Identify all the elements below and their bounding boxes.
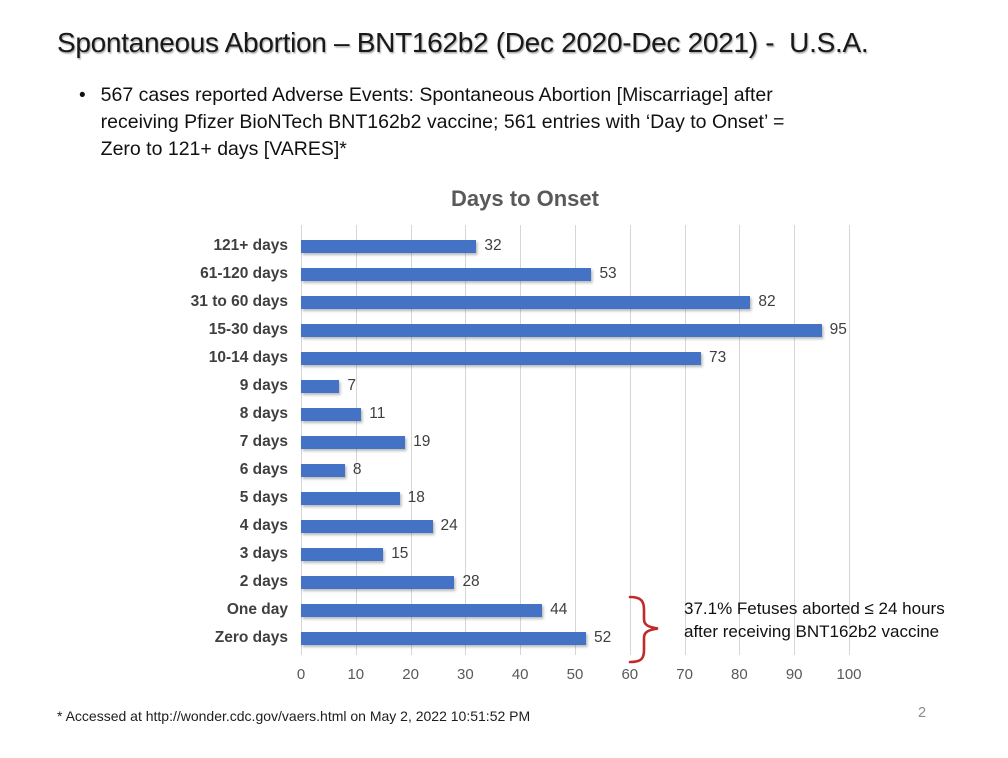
x-axis-tick-label: 100	[836, 666, 862, 683]
bar-value-label: 52	[593, 629, 612, 646]
category-label: 121+ days	[213, 237, 288, 254]
x-axis-tick-label: 20	[402, 666, 419, 683]
x-axis-tick-label: 50	[566, 666, 584, 683]
category-label: 2 days	[239, 573, 288, 590]
bar-value-label: 15	[391, 545, 409, 562]
category-label: 15-30 days	[208, 321, 288, 338]
category-label: 61-120 days	[200, 265, 288, 282]
category-label: 4 days	[239, 517, 288, 534]
chart-gridline	[520, 225, 522, 655]
bar-value-label: 82	[758, 293, 776, 310]
bar	[301, 267, 592, 281]
category-label: 31 to 60 days	[190, 293, 288, 310]
category-label: 6 days	[239, 461, 288, 478]
bar-value-label: 44	[550, 601, 568, 618]
chart-gridline	[410, 225, 412, 655]
category-label: 10-14 days	[208, 349, 288, 366]
bar	[301, 547, 384, 561]
bar-value-label: 95	[829, 321, 847, 338]
bar-value-label: 24	[440, 517, 458, 534]
bar	[301, 575, 455, 589]
bullet-item: • 567 cases reported Adverse Events: Spo…	[79, 82, 939, 163]
bar	[301, 295, 751, 309]
bar-value-label: 28	[462, 573, 480, 590]
bar-value-label: 7	[347, 377, 356, 394]
bar-value-label: 18	[407, 489, 425, 506]
x-axis-tick-label: 30	[457, 666, 474, 683]
bar	[301, 323, 822, 337]
category-label: 9 days	[239, 377, 288, 394]
x-axis-tick-label: 90	[785, 666, 803, 683]
bar	[301, 407, 362, 421]
bar	[301, 463, 345, 477]
bar	[301, 379, 340, 393]
slide-title: Spontaneous Abortion – BNT162b2 (Dec 202…	[57, 27, 869, 58]
x-axis-tick-label: 40	[511, 666, 529, 683]
bar-value-label: 19	[413, 433, 431, 450]
x-axis-tick-label: 10	[347, 666, 365, 683]
bar-value-label: 32	[484, 237, 502, 254]
bar	[301, 435, 406, 449]
bar	[301, 239, 477, 253]
chart-gridline	[575, 225, 576, 655]
brace-path	[628, 595, 659, 664]
chart-gridline	[465, 225, 467, 655]
footnote: * Accessed at http://wonder.cdc.gov/vaer…	[57, 708, 531, 724]
category-label: 3 days	[239, 545, 288, 562]
bar	[301, 491, 400, 505]
chart-gridline	[629, 225, 631, 655]
bar	[301, 631, 586, 645]
x-axis-tick-label: 70	[676, 666, 693, 683]
chart-gridline	[684, 225, 686, 655]
bar-value-label: 53	[599, 265, 617, 282]
category-label: One day	[226, 601, 288, 618]
page-number: 2	[918, 705, 927, 721]
bar-chart: Days to Onset 0 10 20 30 40 50 60 70 80 90 100 121+…	[185, 184, 885, 704]
annotation-text: 37.1% Fetuses aborted ≤ 24 hours after r…	[684, 599, 945, 641]
bar-value-label: 8	[352, 461, 362, 478]
chart-title: Days to Onset	[451, 186, 599, 211]
chart-gridline	[794, 225, 796, 655]
category-label: 7 days	[239, 433, 288, 450]
bar	[301, 519, 433, 533]
bar-value-label: 11	[369, 405, 386, 422]
bullet-marker: •	[79, 85, 86, 106]
category-label: Zero days	[214, 629, 288, 646]
x-axis-tick-label: 80	[731, 666, 748, 683]
chart-gridline	[849, 225, 850, 655]
right-curly-brace-annotation	[628, 595, 659, 664]
category-label: 5 days	[239, 489, 288, 506]
bar	[301, 603, 543, 617]
chart-gridline	[739, 225, 741, 655]
x-axis-tick-label: 60	[621, 666, 639, 683]
x-axis-tick-label: 0	[296, 666, 306, 683]
bar	[301, 351, 702, 365]
bullet-text: 567 cases reported Adverse Events: Spont…	[100, 84, 785, 160]
category-label: 8 days	[239, 405, 288, 422]
bar-value-label: 73	[709, 349, 727, 366]
